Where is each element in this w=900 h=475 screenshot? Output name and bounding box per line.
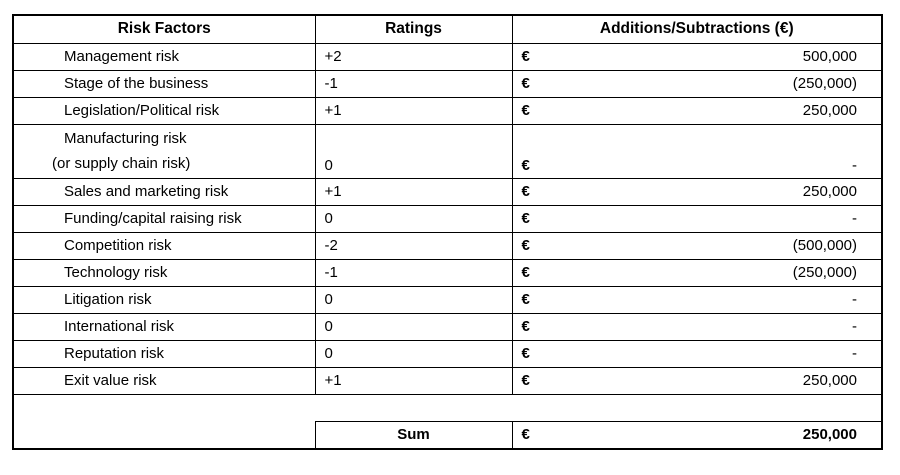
table-row: Sales and marketing risk +1 €250,000: [14, 177, 881, 206]
euro-symbol: €: [521, 237, 530, 254]
table-row: Technology risk -1 € (250,000): [14, 258, 881, 287]
sum-empty-cell: [14, 421, 315, 448]
euro-symbol: €: [521, 372, 530, 389]
euro-symbol: €: [521, 183, 530, 200]
amount-value: -: [852, 210, 857, 227]
euro-symbol: €: [521, 264, 530, 281]
table-row: Reputation risk 0 € -: [14, 339, 881, 368]
amount-cell: €250,000: [511, 177, 881, 206]
header-additions-subtractions: Additions/Subtractions (€): [511, 16, 881, 44]
table-row: Competition risk -2 € (500,000): [14, 231, 881, 260]
rating-cell: 0: [314, 123, 513, 179]
header-row: Risk Factors Ratings Additions/Subtracti…: [14, 16, 881, 44]
header-ratings: Ratings: [314, 16, 513, 44]
amount-value: -: [852, 318, 857, 335]
table-row: Stage of the business -1 € (250,000): [14, 69, 881, 98]
risk-table: Risk Factors Ratings Additions/Subtracti…: [14, 16, 881, 448]
table-row: Legislation/Political risk +1 €250,000: [14, 96, 881, 125]
amount-value: (500,000): [792, 237, 857, 254]
header-risk-factors: Risk Factors: [14, 16, 316, 44]
risk-factor-cell: International risk: [14, 312, 316, 341]
sum-amount-value: 250,000: [802, 426, 857, 444]
euro-symbol: €: [521, 102, 530, 119]
sum-row: Sum €250,000: [14, 420, 881, 448]
euro-symbol: €: [521, 156, 530, 174]
risk-factor-cell: Reputation risk: [14, 339, 316, 368]
rating-cell: 0: [314, 285, 513, 314]
risk-factor-cell: Stage of the business: [14, 69, 316, 98]
risk-factor-cell: Litigation risk: [14, 285, 316, 314]
amount-value: 250,000: [802, 102, 857, 119]
sum-label-cell: Sum: [314, 420, 513, 448]
amount-value: 250,000: [802, 183, 857, 200]
rating-cell: +1: [314, 96, 513, 125]
amount-cell: € -: [511, 312, 881, 341]
table-row: Exit value risk +1 €250,000: [14, 366, 881, 395]
amount-cell: € (250,000): [511, 258, 881, 287]
amount-value: (250,000): [792, 264, 857, 281]
amount-cell: € (250,000): [511, 69, 881, 98]
rating-cell: +1: [314, 366, 513, 395]
rating-cell: +1: [314, 177, 513, 206]
risk-factor-cell: Legislation/Political risk: [14, 96, 316, 125]
amount-cell: € (500,000): [511, 231, 881, 260]
euro-symbol: €: [521, 291, 530, 308]
table-row: Manufacturing risk (or supply chain risk…: [14, 123, 881, 179]
spacer-row: [14, 394, 881, 421]
risk-factor-label-line1: Manufacturing risk: [64, 130, 187, 147]
spacer-cell: [14, 394, 315, 421]
amount-value: 500,000: [802, 48, 857, 65]
risk-factors-table: Risk Factors Ratings Additions/Subtracti…: [12, 14, 883, 450]
rating-cell: 0: [314, 204, 513, 233]
spacer-cell: [512, 394, 881, 421]
amount-value: -: [852, 345, 857, 362]
amount-cell: € -: [511, 285, 881, 314]
amount-value: 250,000: [802, 372, 857, 389]
rating-cell: -1: [314, 69, 513, 98]
amount-cell: € -: [511, 339, 881, 368]
amount-cell: €250,000: [511, 366, 881, 395]
risk-factor-cell: Technology risk: [14, 258, 316, 287]
amount-cell: € -: [511, 204, 881, 233]
amount-value: -: [852, 291, 857, 308]
risk-factor-cell: Funding/capital raising risk: [14, 204, 316, 233]
euro-symbol: €: [521, 318, 530, 335]
euro-symbol: €: [521, 75, 530, 92]
euro-symbol: €: [521, 48, 530, 65]
rating-cell: 0: [314, 339, 513, 368]
risk-factor-label-line2: (or supply chain risk): [52, 155, 191, 172]
risk-factor-cell: Exit value risk: [14, 366, 316, 395]
risk-factor-cell: Sales and marketing risk: [14, 177, 316, 206]
risk-factor-cell: Competition risk: [14, 231, 316, 260]
table-row: Funding/capital raising risk 0 € -: [14, 204, 881, 233]
rating-cell: 0: [314, 312, 513, 341]
amount-cell: € -: [511, 123, 881, 179]
amount-cell: €500,000: [511, 42, 881, 71]
rating-cell: -2: [314, 231, 513, 260]
euro-symbol: €: [521, 345, 530, 362]
amount-value: -: [852, 156, 857, 174]
euro-symbol: €: [521, 210, 530, 227]
table-row: Management risk +2 €500,000: [14, 42, 881, 71]
sum-amount-cell: €250,000: [511, 420, 881, 448]
amount-value: (250,000): [792, 75, 857, 92]
spacer-cell: [315, 394, 512, 421]
risk-factor-cell: Manufacturing risk (or supply chain risk…: [14, 123, 316, 179]
table-row: International risk 0 € -: [14, 312, 881, 341]
euro-symbol: €: [521, 426, 530, 444]
table-row: Litigation risk 0 € -: [14, 285, 881, 314]
rating-cell: +2: [314, 42, 513, 71]
amount-cell: €250,000: [511, 96, 881, 125]
rating-cell: -1: [314, 258, 513, 287]
risk-factor-cell: Management risk: [14, 42, 316, 71]
